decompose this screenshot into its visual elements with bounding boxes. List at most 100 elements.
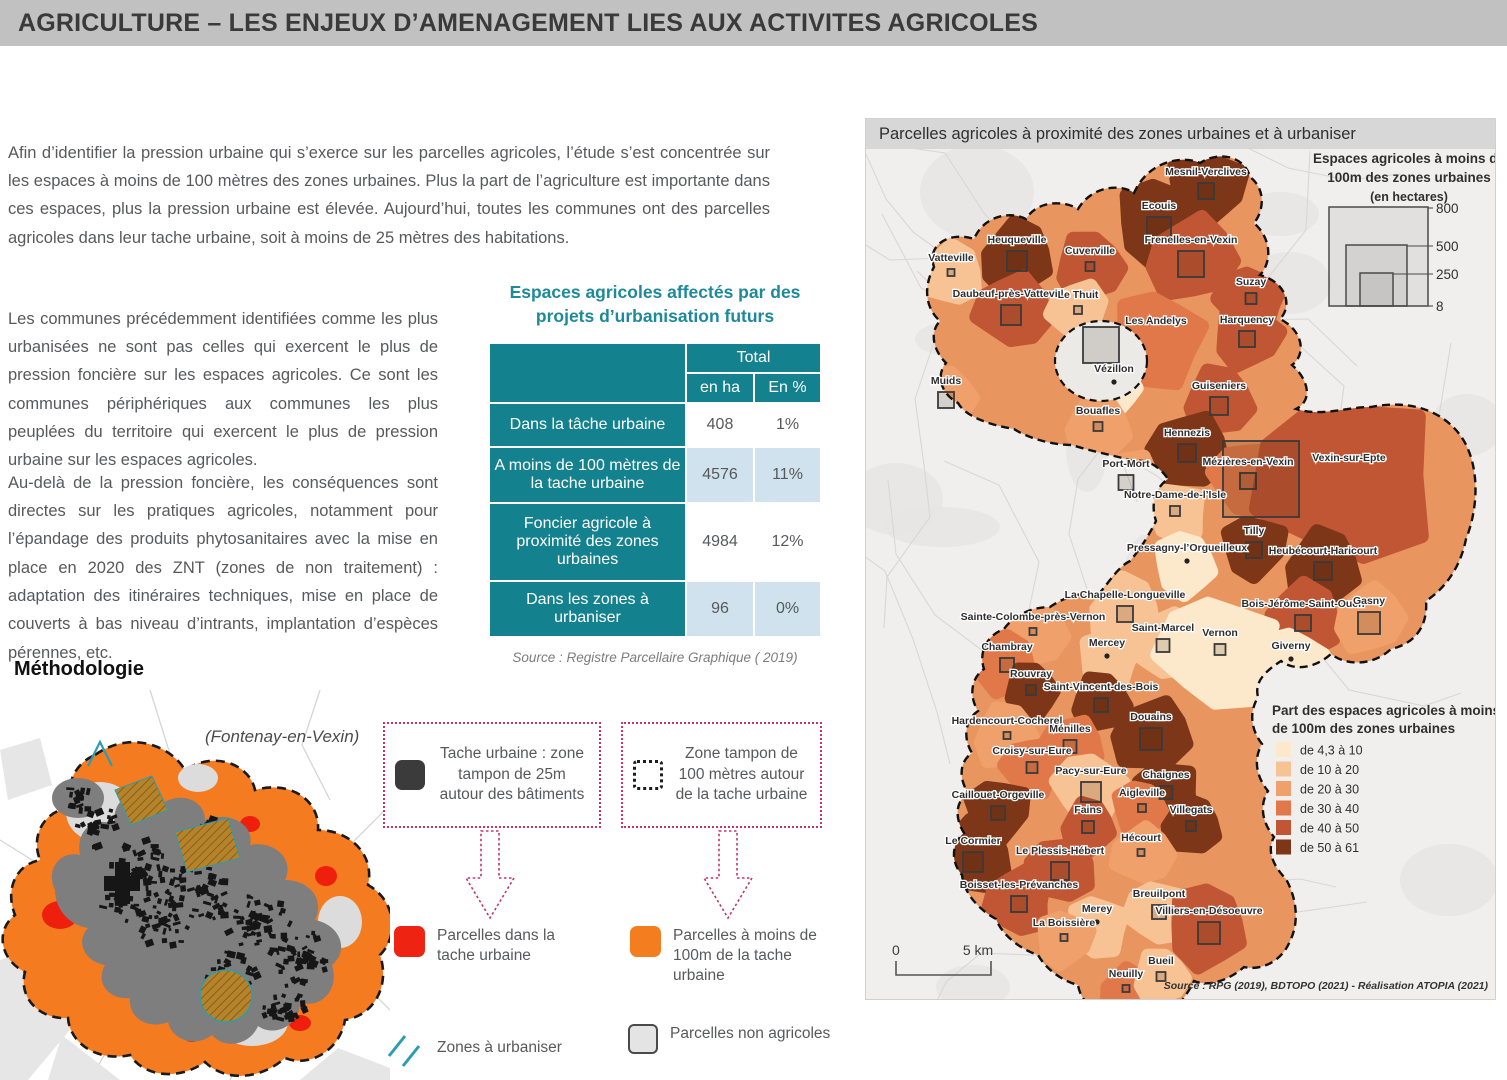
study-area-outline <box>926 155 1477 1034</box>
scale-zero: 0 <box>892 942 900 958</box>
commune-label: Ménilles <box>1049 723 1091 735</box>
commune-symbol-square <box>1169 505 1181 517</box>
commune-area <box>1220 516 1289 584</box>
commune-label: Port-Mort <box>1102 458 1150 470</box>
zones-a-urbaniser-patches <box>114 775 253 1023</box>
commune-symbol-square <box>1000 304 1022 326</box>
commune-symbol-square <box>1050 861 1070 881</box>
choropleth-legend-title-1: Part des espaces agricoles à moins <box>1272 703 1495 718</box>
choropleth-swatch <box>1276 820 1291 835</box>
urbanisation-table-block: Espaces agricoles affectés par des proje… <box>488 281 823 679</box>
commune-label: Vexin-sur-Epte <box>1312 452 1386 464</box>
commune-symbol-square <box>990 805 1006 821</box>
commune-label: Le Plessis-Hébert <box>1016 845 1105 857</box>
scale-bar: 0 5 km <box>892 942 993 976</box>
legend-box-tache-urbaine: Tache urbaine : zone tampon de 25m autou… <box>383 722 601 828</box>
commune-symbol-square <box>937 391 955 409</box>
commune-label: Le Thuit <box>1058 289 1099 301</box>
commune-symbol-square <box>1245 541 1263 559</box>
commune-symbol-square <box>962 851 984 873</box>
commune-symbol-square <box>1244 292 1258 305</box>
choropleth-swatch <box>1276 742 1291 757</box>
choropleth-class-label: de 30 à 40 <box>1300 802 1359 816</box>
commune-label: Saint-Vincent-des-Bois <box>1044 681 1159 693</box>
commune-label: Le Cormier <box>945 835 1000 847</box>
gray-swatch-icon <box>628 1024 658 1054</box>
commune-symbol-square <box>1073 305 1083 315</box>
commune-label: Vatteville <box>928 252 974 264</box>
size-legend: Espaces agricoles à moins de 100m des zo… <box>1313 151 1506 314</box>
commune-symbol-dot <box>1094 919 1100 925</box>
commune-symbol-square <box>1062 739 1078 754</box>
commune-symbol-square <box>1239 472 1257 490</box>
commune-label: Heuqueville <box>988 234 1047 246</box>
commune-area <box>1110 695 1194 769</box>
commune-symbol-square <box>1136 848 1146 857</box>
commune-label: Fains <box>1074 804 1102 816</box>
commune-symbol-square <box>1117 474 1135 491</box>
legend-box-label: Tache urbaine : zone tampon de 25m autou… <box>439 744 585 804</box>
row-label: A moins de 100 mètres de la tache urbain… <box>488 446 687 505</box>
table-col-pct: En % <box>752 372 823 405</box>
commune-label: Sainte-Colombe-près-Vernon <box>961 611 1106 623</box>
choropleth-legend: Part des espaces agricoles à moins de 10… <box>1272 703 1500 855</box>
intro-paragraph-3: Au-delà de la pression foncière, les con… <box>8 473 438 662</box>
commune-label: Cuverville <box>1065 245 1115 257</box>
commune-symbol-dot <box>1104 653 1110 659</box>
commune-symbol-square <box>1155 638 1171 653</box>
commune-label: Mercey <box>1089 637 1125 649</box>
intro-paragraph-2: Les communes précédemment identifiées co… <box>8 309 438 470</box>
commune-symbol-square <box>1028 627 1038 636</box>
commune-area <box>1133 948 1192 1007</box>
commune-label: Boisset-les-Prévanches <box>960 879 1079 891</box>
commune-symbol-square <box>1209 396 1229 416</box>
legend-item-parcelles-tache: Parcelles dans la tache urbaine <box>394 926 594 966</box>
legend-item-parcelles-100m: Parcelles à moins de 100m de la tache ur… <box>630 926 830 986</box>
size-legend-value: 250 <box>1436 267 1459 282</box>
choropleth-class-label: de 10 à 20 <box>1300 763 1359 777</box>
commune-label: Rouvray <box>1010 668 1052 680</box>
commune-label: Chaignes <box>1142 769 1189 781</box>
row-label: Dans les zones à urbaniser <box>488 580 687 639</box>
commune-area <box>1071 671 1134 733</box>
legend-item-parcelles-non-agricoles: Parcelles non agricoles <box>628 1024 838 1054</box>
zone-urbaniser-triangle <box>87 739 113 767</box>
choropleth-class-label: de 40 à 50 <box>1300 822 1359 836</box>
legend-label: Zones à urbaniser <box>437 1038 562 1056</box>
table-row: Foncier agricole à proximité des zones u… <box>488 502 823 583</box>
commune-symbol-square <box>1121 984 1131 993</box>
size-legend-value: 8 <box>1436 299 1444 314</box>
table-corner-cell <box>488 342 687 405</box>
tache-urbaine-area <box>51 791 342 1044</box>
commune-label: Harquency <box>1220 314 1274 326</box>
commune-label: Hardencourt-Cocherel <box>952 715 1063 727</box>
page-header: AGRICULTURE – LES ENJEUX D’AMENAGEMENT L… <box>0 0 1507 46</box>
commune-area <box>1160 792 1223 854</box>
page-title: AGRICULTURE – LES ENJEUX D’AMENAGEMENT L… <box>18 8 1038 37</box>
commune-symbol-dot <box>1288 656 1294 662</box>
commune-area <box>997 737 1064 800</box>
commune-label: Neuilly <box>1109 968 1144 980</box>
choropleth-legend-title-2: de 100m des zones urbaines <box>1272 721 1455 736</box>
size-legend-value: 500 <box>1436 239 1459 254</box>
commune-symbol-square <box>1197 182 1215 200</box>
commune-symbol-square <box>1093 697 1109 713</box>
legend-box-label: Zone tampon de 100 mètres autour de la t… <box>675 744 808 804</box>
table-source: Source : Registre Parcellaire Graphique … <box>512 650 798 666</box>
table-colgroup-total: Total <box>684 342 823 375</box>
commune-area <box>1108 820 1178 884</box>
commune-symbol-square <box>1080 781 1102 803</box>
commune-symbol-square <box>1155 971 1167 982</box>
commune-label: Muids <box>931 375 961 387</box>
map-panel-titlebar: Parcelles agricoles à proximité des zone… <box>866 119 1495 149</box>
methodology-title: Méthodologie <box>14 658 144 680</box>
commune-label: Villiers-en-Désoeuvre <box>1155 905 1262 917</box>
commune-symbol-square <box>1294 614 1312 632</box>
zone-tampon-icon <box>633 760 663 790</box>
commune-area <box>1004 662 1061 725</box>
urbanisation-table: Total en ha En % Dans la tâche urbaine 4… <box>488 342 823 639</box>
choropleth-class-label: de 20 à 30 <box>1300 783 1359 797</box>
commune-symbol-square <box>1025 684 1037 696</box>
commune-area <box>1154 531 1219 603</box>
commune-symbol-square <box>1146 216 1172 242</box>
